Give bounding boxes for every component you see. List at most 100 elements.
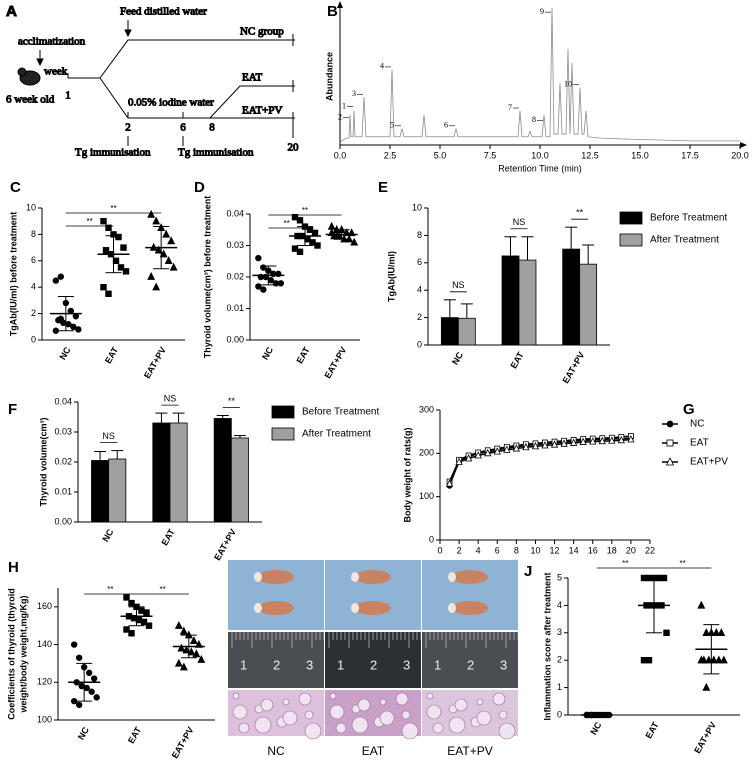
data-point [112, 257, 120, 264]
rat-icon [17, 67, 27, 77]
data-point [267, 276, 275, 284]
data-point [541, 441, 549, 449]
week-text: week [44, 66, 68, 78]
x-tick-label: NC [588, 720, 603, 737]
data-point [57, 273, 65, 280]
x-tick-label: NC [57, 345, 72, 362]
ruler-number: 3 [403, 657, 410, 672]
x-tick-label: 6 [495, 545, 500, 555]
data-point [75, 654, 83, 661]
data-point [105, 290, 112, 297]
peak-label: 5 [390, 121, 394, 130]
ruler-number: 3 [306, 657, 313, 672]
y-tick-label: 2 [417, 312, 422, 322]
x-tick-label: 5.0 [434, 150, 447, 160]
data-point [560, 439, 568, 447]
y-axis-label: Thyroid volume(cm³) before treatment [202, 196, 212, 359]
data-point [666, 439, 674, 447]
y-axis-label: Abundance [324, 52, 334, 101]
data-point [182, 645, 191, 654]
data-point [260, 286, 267, 293]
panel-letter: H [8, 559, 19, 576]
data-point [709, 655, 718, 664]
follicle [426, 704, 442, 720]
data-point [296, 248, 304, 255]
data-point [117, 264, 125, 271]
x-tick-label: EAT [508, 350, 526, 370]
arrowhead [36, 58, 44, 67]
x-tick-label: EAT+PV [560, 350, 586, 385]
data-point [52, 277, 60, 284]
data-point [57, 315, 65, 323]
data-point [83, 684, 90, 692]
y-tick-label: 2 [557, 655, 562, 665]
bar [501, 255, 520, 346]
y-axis-label: Thyroid volume(cm³) [38, 417, 48, 506]
data-point [100, 217, 107, 225]
x-tick-label: EAT+PV [212, 527, 238, 562]
data-point [311, 229, 319, 237]
comparison-label: ** [228, 396, 236, 406]
data-point [152, 282, 161, 291]
panel-letter: A [6, 3, 17, 20]
follicle [432, 722, 444, 734]
data-point [660, 574, 668, 582]
data-point [503, 445, 511, 453]
panel-letter: D [194, 179, 205, 196]
data-point [617, 435, 626, 444]
y-tick-label: 0.00 [226, 334, 244, 344]
x-tick-label: EAT+PV [692, 720, 718, 755]
thyroid-specimen [452, 570, 488, 584]
data-point [177, 643, 186, 652]
y-tick-label: 1 [557, 682, 562, 692]
follicle [401, 722, 419, 740]
comparison-label: NS [513, 217, 526, 227]
data-point [314, 242, 321, 249]
peak-label: 9 [540, 7, 544, 16]
y-tick-label: 120 [37, 677, 52, 687]
follicle [282, 710, 298, 726]
data-point [143, 609, 150, 616]
comparison-label: NS [452, 280, 465, 290]
ruler-number: 1 [337, 657, 344, 672]
data-point [174, 658, 183, 667]
x-tick-label: 15.0 [631, 150, 649, 160]
y-axis-label: Coefficients of thyroid (thyroid [6, 588, 16, 720]
y-tick-label: 10 [26, 202, 36, 212]
x-tick-label: NC [450, 350, 465, 367]
data-point [162, 229, 171, 238]
data-point [589, 437, 597, 445]
x-tick-label: 10 [530, 545, 540, 555]
data-point [569, 438, 578, 446]
bar [518, 259, 537, 346]
peak-label: 2 [338, 112, 342, 121]
data-point [712, 628, 721, 636]
data-point [702, 628, 711, 636]
data-point [484, 448, 492, 457]
ruler-number: 2 [467, 657, 474, 672]
x-tick-label: 18 [607, 545, 617, 555]
x-tick-label: EAT [643, 720, 661, 740]
significance-label: ** [302, 206, 308, 215]
panel-letter: C [10, 179, 21, 196]
follicle [298, 692, 312, 706]
ruler [422, 632, 518, 688]
data-point [531, 442, 540, 450]
thyroid-specimen [254, 603, 262, 613]
image-label: NC [267, 744, 285, 758]
x-tick-label: 17.5 [681, 150, 699, 160]
data-point [179, 662, 188, 671]
data-point [52, 327, 60, 334]
week-number: 20 [288, 142, 300, 154]
data-point [105, 224, 112, 231]
x-axis-label: Retention Time (min) [498, 163, 582, 173]
data-point [598, 436, 606, 445]
data-point [608, 436, 616, 444]
timeline [99, 39, 295, 79]
comparison-label: NS [164, 393, 177, 403]
bar [230, 437, 249, 523]
bar [440, 317, 459, 346]
y-tick-label: 0.01 [226, 303, 244, 313]
y-tick-label: 0.00 [54, 516, 72, 526]
x-tick-label: 22 [645, 545, 655, 555]
